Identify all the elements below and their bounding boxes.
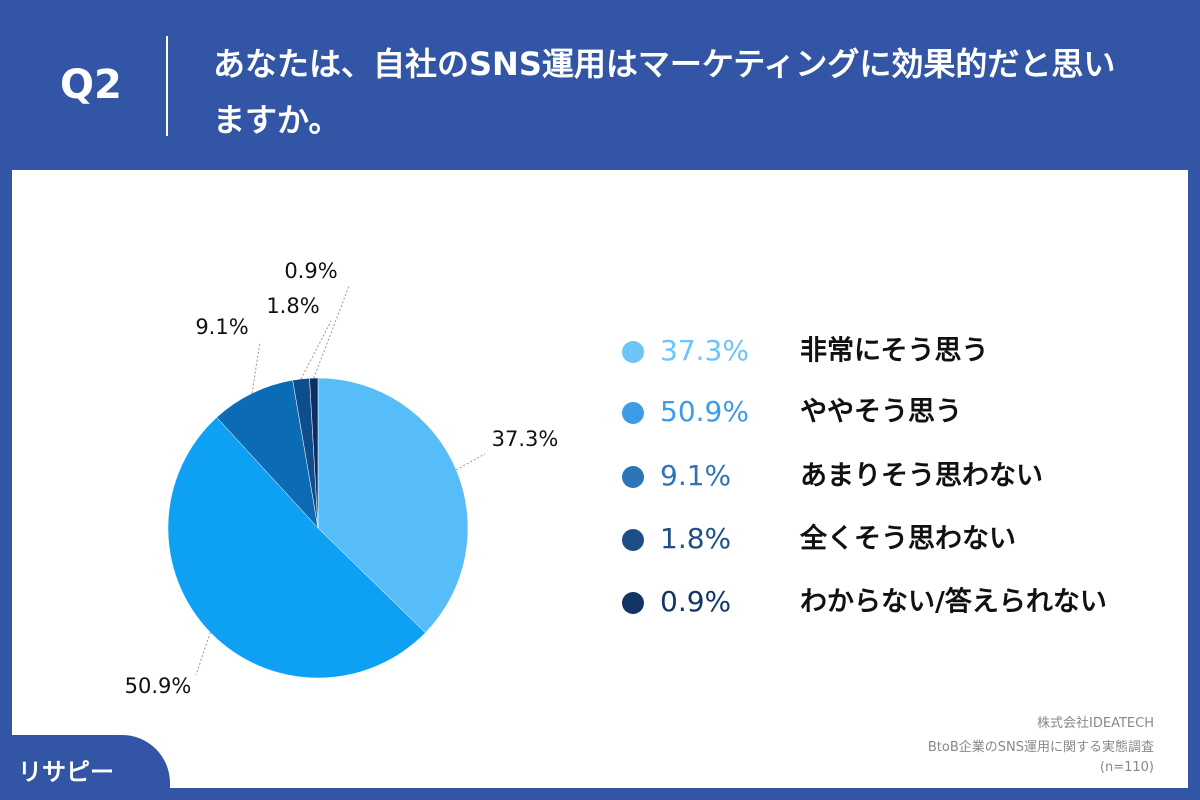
legend-label: 非常にそう思う	[800, 336, 988, 367]
legend-marker	[622, 341, 644, 363]
data-label: 37.3%	[492, 427, 559, 451]
legend-label: ややそう思う	[800, 397, 962, 428]
leader-line	[313, 285, 350, 379]
leader-line	[300, 320, 332, 380]
survey: BtoB企業のSNS運用に関する実態調査	[927, 740, 1154, 755]
separator	[166, 36, 168, 136]
legend-value: 37.3%	[660, 334, 749, 367]
source: 株式会社IDEATECH	[1037, 716, 1154, 731]
legend-label: 全くそう思わない	[799, 523, 1016, 555]
legend-value: 0.9%	[660, 585, 731, 618]
legend-value: 1.8%	[660, 522, 731, 555]
legend-marker	[622, 592, 644, 614]
legend-label: あまりそう思わない	[800, 461, 1043, 492]
legend-marker	[622, 529, 644, 551]
legend-value: 9.1%	[660, 459, 731, 492]
data-label: 9.1%	[195, 315, 248, 339]
data-label: 0.9%	[284, 259, 337, 283]
question-number: Q2	[60, 62, 122, 108]
leader-line	[195, 632, 211, 676]
legend-label: わからない/答えられない	[800, 586, 1107, 618]
logo-tab	[0, 735, 170, 800]
chart-title: あなたは、自社のSNS運用はマーケティングに効果的だと思いますか。	[213, 45, 1116, 139]
leader-line	[455, 453, 486, 471]
pie-slice	[317, 377, 469, 634]
legend-value: 50.9%	[660, 395, 749, 428]
logo: リサピー	[18, 758, 114, 786]
legend-marker	[622, 466, 644, 488]
pie-slice	[216, 379, 319, 529]
legend-marker	[622, 402, 644, 424]
data-label: 1.8%	[266, 294, 319, 318]
leader-line	[251, 341, 261, 394]
pie-slice	[309, 377, 319, 529]
sample-size: (n=110)	[1099, 760, 1154, 775]
data-label: 50.9%	[125, 674, 192, 698]
